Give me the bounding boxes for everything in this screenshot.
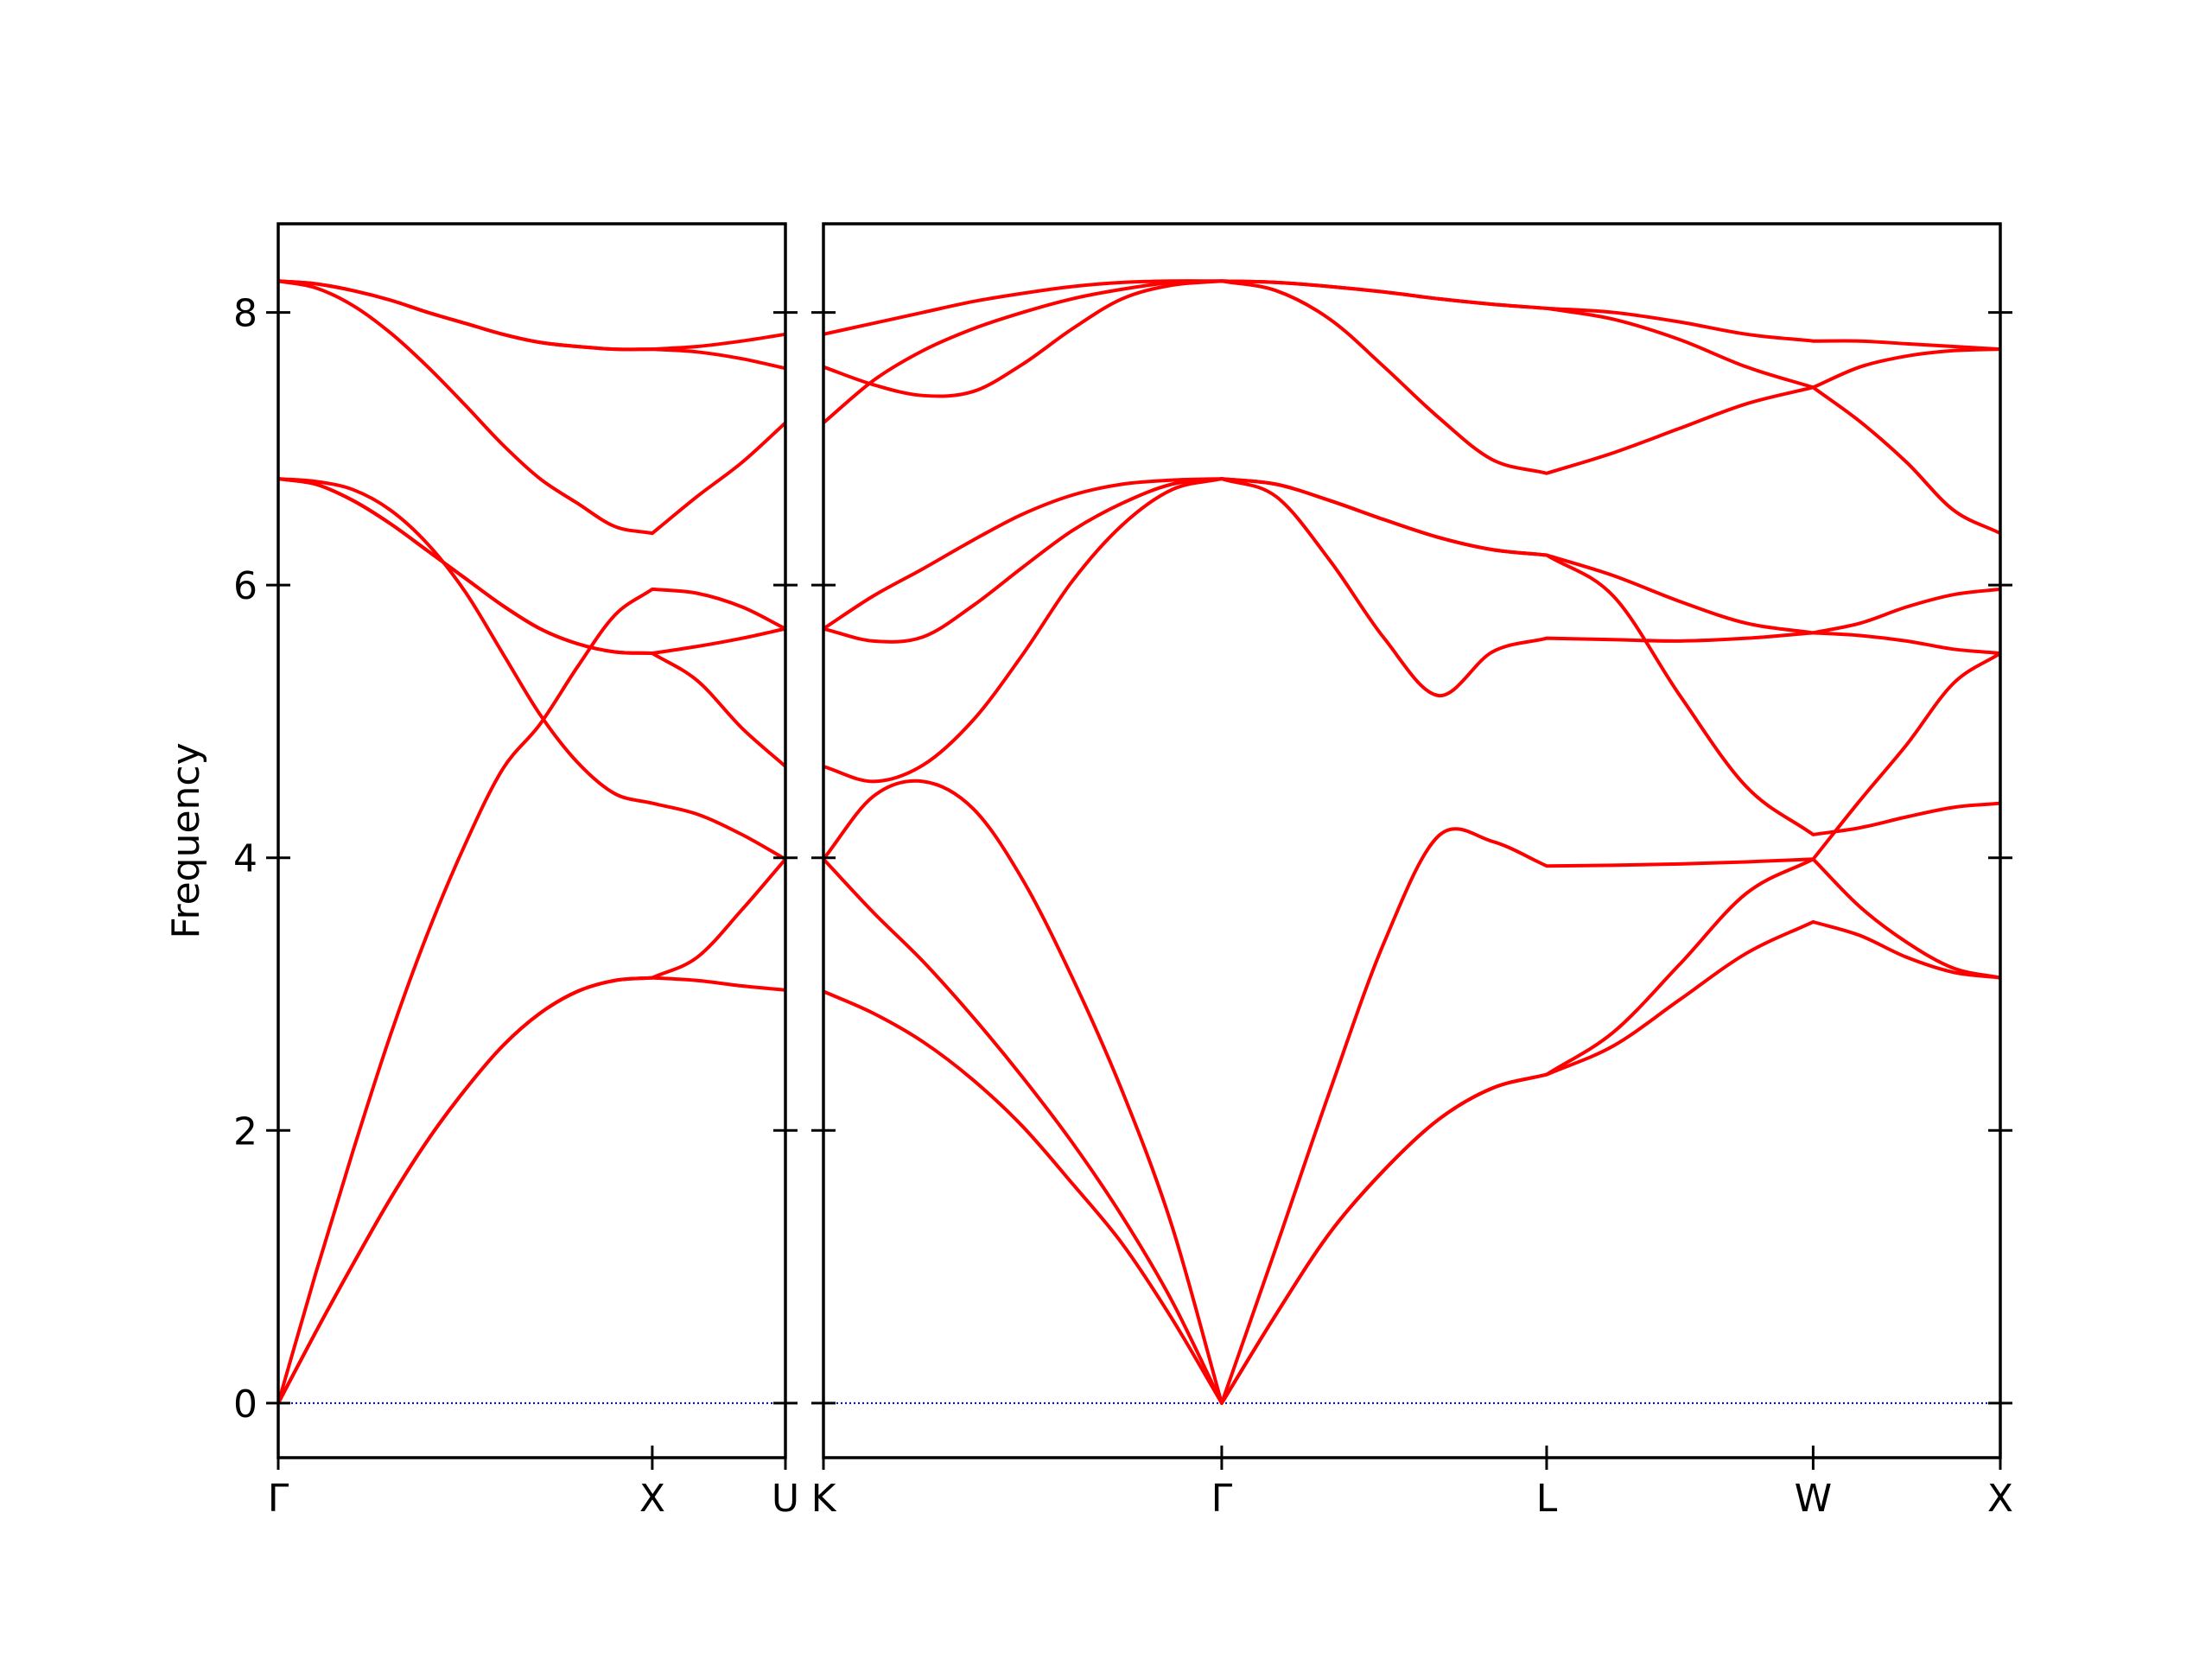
- y-tick-label: 0: [233, 1382, 257, 1427]
- x-tick-label: L: [1536, 1477, 1558, 1521]
- band-line: [276, 976, 786, 1404]
- x-tick-label: Γ: [268, 1477, 289, 1521]
- x-tick-label: X: [1987, 1477, 2013, 1521]
- x-tick-label: K: [811, 1477, 837, 1521]
- band-line: [277, 279, 786, 371]
- band-line: [822, 857, 2001, 1405]
- y-tick-label: 2: [233, 1109, 257, 1154]
- band-line: [823, 477, 2001, 836]
- band-line: [822, 652, 2002, 1405]
- plot-frame: [822, 222, 2002, 1459]
- band-line: [277, 279, 787, 536]
- band-line: [277, 477, 786, 656]
- band-line: [277, 477, 786, 861]
- band-line: [276, 587, 786, 1404]
- band-line: [823, 279, 2001, 352]
- y-axis-label: Frequency: [164, 742, 208, 938]
- y-tick-label: 6: [233, 564, 257, 608]
- plot-frame: [276, 222, 787, 1459]
- y-tick-label: 4: [233, 837, 257, 881]
- x-tick-label: X: [639, 1477, 665, 1521]
- x-tick-label: Γ: [1211, 1477, 1233, 1521]
- band-line: [277, 477, 787, 768]
- band-line: [276, 857, 787, 1404]
- x-tick-label: U: [772, 1477, 799, 1521]
- y-tick-label: 8: [233, 292, 257, 336]
- band-line: [823, 919, 2001, 1405]
- x-tick-label: W: [1795, 1477, 1833, 1521]
- band-line: [822, 477, 2001, 635]
